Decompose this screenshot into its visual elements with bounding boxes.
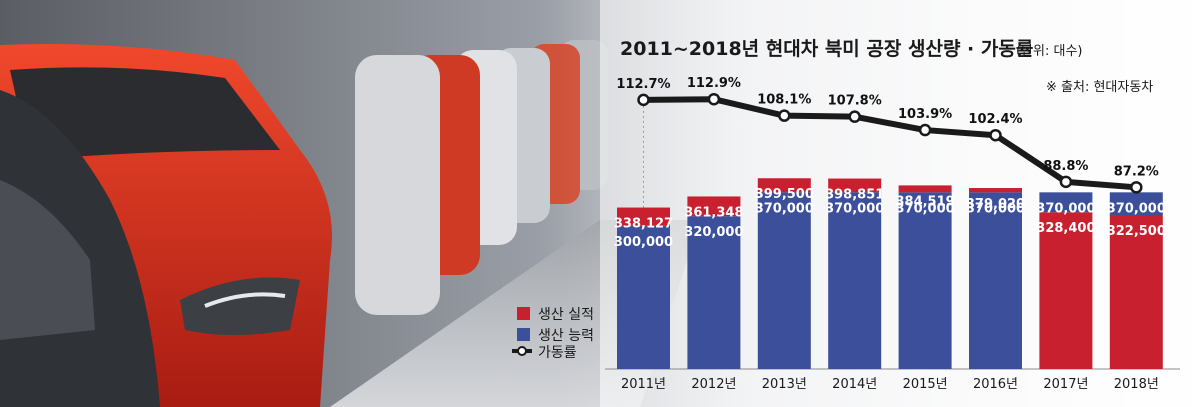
rate-label-2016년: 102.4% xyxy=(968,112,1022,127)
rate-label-2013년: 108.1% xyxy=(757,93,811,108)
rate-marker-2013년 xyxy=(778,109,791,122)
bar-lower-2017년 xyxy=(1039,212,1093,369)
rate-label-2017년: 88.8% xyxy=(1043,159,1088,174)
rate-label-2012년: 112.9% xyxy=(687,76,741,91)
legend-swatch-capacity xyxy=(517,328,530,341)
rate-label-2014년: 107.8% xyxy=(828,94,882,109)
dark-car-front xyxy=(0,90,160,407)
x-tick-2013년: 2013년 xyxy=(762,377,807,392)
rate-marker-2014년 xyxy=(848,110,861,123)
bar-lower-label-2017년: 328,400 xyxy=(1036,221,1095,236)
legend: 생산 실적 생산 능력 가동률 xyxy=(512,307,594,361)
x-tick-2016년: 2016년 xyxy=(973,377,1018,392)
bar-lower-label-2013년: 370,000 xyxy=(755,201,814,216)
chart-source: ※ 출처: 현대자동차 xyxy=(1046,80,1153,95)
legend-label-capacity: 생산 능력 xyxy=(538,328,594,344)
bar-upper-label-2017년: 370,000 xyxy=(1036,201,1095,216)
bar-upper-label-2015년: 384,519 xyxy=(895,194,954,209)
legend-swatch-actual xyxy=(517,307,530,320)
bar-lower-label-2015년: 370,000 xyxy=(895,201,954,216)
bar-upper-2011년 xyxy=(617,207,670,226)
rate-polyline xyxy=(643,96,1137,191)
rate-marker-2012년 xyxy=(707,92,721,106)
bar-upper-2014년 xyxy=(828,178,882,193)
bar-upper-2015년 xyxy=(898,185,952,193)
rate-label-2015년: 103.9% xyxy=(898,107,952,122)
bar-upper-2012년 xyxy=(687,196,741,217)
bar-lower-2016년 xyxy=(969,192,1022,369)
bar-lower-2014년 xyxy=(828,192,882,369)
bar-upper-label-2013년: 399,500 xyxy=(755,187,814,202)
rate-marker-2016년 xyxy=(989,128,1002,142)
bar-lower-label-2016년: 370,000 xyxy=(966,201,1025,216)
chart-title: 2011~2018년 현대차 북미 공장 생산량 · 가동률 xyxy=(620,38,1033,60)
x-tick-2011년: 2011년 xyxy=(621,377,666,392)
legend-label-actual: 생산 실적 xyxy=(538,307,594,323)
x-axis-ticks: 2011년 2012년 2013년 2014년 2015년 2016년 2017년 2018년 xyxy=(621,377,1159,392)
x-tick-2018년: 2018년 xyxy=(1114,377,1159,392)
legend-label-rate: 가동률 xyxy=(538,345,577,361)
bar-lower-2012년 xyxy=(687,216,741,369)
bar-lower-label-2018년: 322,500 xyxy=(1107,224,1166,239)
bar-upper-label-2014년: 398,851 xyxy=(825,188,884,203)
legend-marker-rate xyxy=(517,346,527,356)
bar-lower-label-2014년: 370,000 xyxy=(825,201,884,216)
x-tick-2014년: 2014년 xyxy=(832,377,877,392)
rate-marker-2011년 xyxy=(637,93,650,107)
bar-upper-label-2016년: 379,020 xyxy=(966,197,1025,212)
rate-label-2011년: 112.7% xyxy=(616,77,670,92)
bar-upper-2017년 xyxy=(1039,192,1093,213)
rate-line: 112.7% 112.9% 108.1% 107.8% 103.9% 102.4% 88.8… xyxy=(616,76,1159,208)
bar-upper-2016년 xyxy=(969,188,1022,193)
x-tick-2017년: 2017년 xyxy=(1043,377,1088,392)
bar-lower-2015년 xyxy=(898,192,952,369)
bar-lower-label-2012년: 320,000 xyxy=(684,225,743,240)
bar-upper-2018년 xyxy=(1109,192,1163,216)
rate-marker-2015년 xyxy=(918,123,932,137)
bar-lower-label-2011년: 300,000 xyxy=(614,235,673,250)
x-tick-2012년: 2012년 xyxy=(691,377,736,392)
rate-label-2018년: 87.2% xyxy=(1114,164,1159,179)
bar-upper-label-2012년: 361,348 xyxy=(684,205,743,220)
bar-lower-2013년 xyxy=(757,192,811,369)
rate-marker-2017년 xyxy=(1059,175,1073,189)
bar-upper-label-2011년: 338,127 xyxy=(614,217,673,232)
bar-upper-2013년 xyxy=(757,178,811,193)
chart-unit: (단위: 대수) xyxy=(1016,44,1083,59)
bar-lower-2011년 xyxy=(617,225,670,369)
rate-marker-2018년 xyxy=(1130,181,1143,194)
bar-lower-2018년 xyxy=(1109,215,1163,369)
bar-upper-label-2018년: 370,000 xyxy=(1107,201,1166,216)
x-tick-2015년: 2015년 xyxy=(903,377,948,392)
